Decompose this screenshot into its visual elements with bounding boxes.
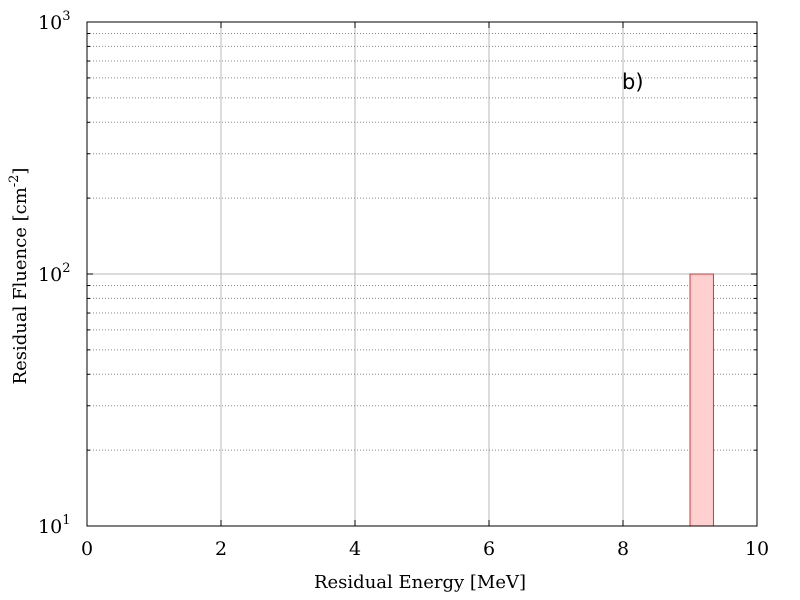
histogram-bar [689, 273, 714, 527]
y-tick-labels: 101 102 103 [38, 9, 70, 538]
x-tick-label: 2 [215, 538, 227, 560]
x-tick-label: 8 [617, 538, 629, 560]
y-tick-label: 103 [38, 9, 70, 34]
y-tick-label: 102 [38, 261, 70, 286]
panel-annotation: b) [622, 70, 644, 94]
tick-marks [86, 21, 758, 527]
x-tick-label: 0 [81, 538, 93, 560]
x-tick-label: 10 [745, 538, 769, 560]
y-tick-label: 101 [38, 513, 70, 538]
y-axis-title: Residual Fluence [cm-2] [7, 168, 31, 385]
bars [689, 273, 714, 527]
x-tick-label: 6 [483, 538, 495, 560]
grid-lines [87, 22, 757, 526]
x-tick-labels: 0 2 4 6 8 10 [81, 538, 769, 560]
x-axis-title: Residual Energy [MeV] [314, 572, 526, 593]
x-tick-label: 4 [349, 538, 361, 560]
